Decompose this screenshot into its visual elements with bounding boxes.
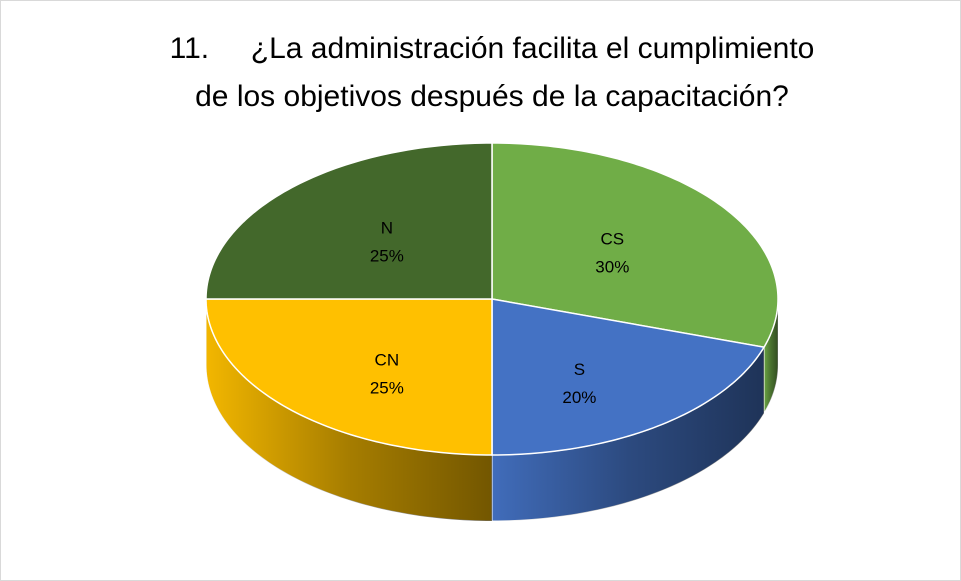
slice-value-label: 25%: [370, 246, 404, 265]
slice-value-label: 20%: [562, 388, 596, 407]
slice: [205, 298, 493, 456]
slice-side-shade: [206, 299, 492, 521]
slice-value-label: 25%: [370, 379, 404, 398]
slice-category-label: CS: [601, 229, 625, 248]
slice-category-label: N: [381, 218, 393, 237]
slice: [491, 298, 766, 456]
slice-side-shade: [764, 299, 778, 414]
slice-side-shade: [492, 347, 764, 521]
chart-title: de los objetivos después de la capacitac…: [195, 80, 789, 113]
slice-category-label: S: [574, 360, 585, 379]
slice: [491, 142, 779, 349]
slice: [205, 142, 493, 300]
chart-title: 11. ¿La administración facilita el cumpl…: [170, 32, 815, 65]
slice-value-label: 30%: [595, 257, 629, 276]
slice-category-label: CN: [375, 351, 400, 370]
